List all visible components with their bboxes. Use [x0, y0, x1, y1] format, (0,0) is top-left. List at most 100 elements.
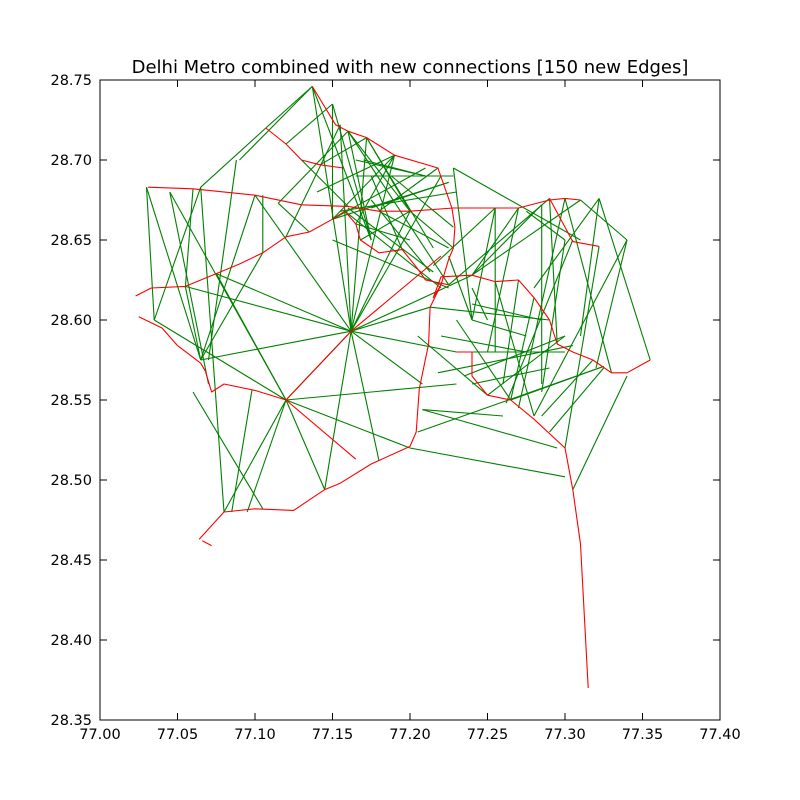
- new-edge-5: [200, 187, 225, 513]
- new-edge-61: [347, 130, 450, 286]
- new-edge-12: [200, 127, 267, 188]
- new-edge-123: [417, 335, 488, 396]
- new-edge-76: [453, 167, 581, 241]
- new-edge-48: [301, 159, 349, 207]
- new-edge-107: [456, 319, 512, 401]
- y-tick-label: 28.65: [50, 233, 92, 249]
- new-edge-71: [366, 137, 411, 212]
- new-edge-109: [471, 367, 550, 385]
- new-edge-110: [463, 335, 566, 377]
- new-edge-8: [184, 286, 202, 361]
- new-edge-42: [350, 306, 431, 332]
- new-edge-90: [548, 198, 558, 345]
- new-edge-68: [391, 175, 454, 228]
- y-tick-label: 28.75: [50, 73, 92, 89]
- new-edge-0: [145, 187, 155, 321]
- new-edge-56: [347, 207, 434, 273]
- chart-title: Delhi Metro combined with new connection…: [132, 57, 689, 78]
- metro-line-3: [148, 186, 581, 212]
- new-edge-57: [355, 223, 411, 241]
- metro-line-0: [202, 540, 212, 547]
- new-edge-4: [184, 188, 194, 289]
- y-tick-label: 28.45: [50, 553, 92, 569]
- new-edge-69: [355, 154, 395, 225]
- new-edge-35: [350, 331, 380, 461]
- new-edge-11: [254, 194, 352, 332]
- new-edge-73: [371, 181, 449, 209]
- new-edge-79: [432, 207, 496, 267]
- new-edge-37: [350, 330, 457, 353]
- new-edge-24: [200, 330, 352, 361]
- new-edge-49: [319, 137, 367, 166]
- new-edge-14: [239, 86, 313, 161]
- y-tick-label: 28.70: [50, 153, 92, 169]
- x-tick-label: 77.05: [157, 727, 199, 743]
- new-edge-118: [487, 335, 566, 396]
- new-edge-40: [350, 155, 396, 332]
- new-edge-60: [347, 130, 411, 212]
- new-edge-111: [471, 287, 488, 321]
- new-edge-101: [541, 239, 566, 393]
- y-tick-label: 28.40: [50, 633, 92, 649]
- x-tick-label: 77.35: [622, 727, 664, 743]
- new-edge-33: [231, 390, 253, 513]
- y-tick-label: 28.55: [50, 393, 92, 409]
- new-edge-72: [355, 159, 426, 177]
- x-axis: 77.00 77.05 77.10 77.15 77.20 77.25 77.30 77.35…: [79, 80, 741, 743]
- new-edge-28: [285, 399, 411, 449]
- new-edge-106: [471, 319, 527, 337]
- new-edge-55: [344, 210, 442, 289]
- metro-line-9: [549, 198, 600, 247]
- new-edge-23: [215, 273, 287, 401]
- new-edge-10: [200, 195, 256, 361]
- metro-line-6: [285, 399, 357, 460]
- new-edge-95: [598, 198, 651, 361]
- new-edge-120: [541, 359, 594, 417]
- new-edge-13: [265, 85, 313, 129]
- new-edge-99: [572, 375, 628, 490]
- new-edge-1: [145, 187, 202, 361]
- x-tick-label: 77.20: [389, 727, 431, 743]
- new-edge-6: [153, 187, 202, 321]
- new-edge-86: [486, 207, 520, 353]
- x-tick-label: 77.30: [544, 727, 586, 743]
- metro-line-1: [198, 86, 456, 540]
- new-edge-46: [277, 130, 349, 204]
- new-edge-78: [448, 255, 473, 321]
- new-edge-70: [409, 210, 454, 249]
- new-edge-31: [153, 319, 287, 401]
- x-tick-label: 77.15: [312, 727, 354, 743]
- new-edge-102: [510, 297, 535, 401]
- new-edge-74: [370, 199, 431, 273]
- new-edge-112: [440, 335, 527, 353]
- plot-marks: [135, 85, 651, 689]
- new-edge-103: [502, 279, 520, 385]
- new-edge-97: [595, 239, 628, 369]
- new-edge-105: [471, 303, 542, 321]
- metro-line-4: [135, 210, 449, 297]
- new-edge-43: [350, 274, 473, 332]
- new-edge-67: [378, 210, 449, 249]
- new-edge-58: [360, 210, 411, 241]
- metro-line-2: [265, 127, 344, 169]
- new-edge-34: [324, 331, 352, 490]
- new-edge-116: [409, 447, 566, 478]
- new-edge-119: [510, 365, 604, 401]
- new-edge-59: [347, 131, 372, 241]
- new-edge-87: [525, 210, 566, 241]
- new-edge-15: [311, 86, 352, 332]
- new-edge-94: [579, 198, 600, 337]
- new-edge-21: [200, 252, 264, 361]
- metro-line-7: [432, 274, 651, 374]
- x-tick-label: 77.00: [79, 727, 121, 743]
- new-edge-45: [277, 202, 310, 233]
- new-edge-27: [285, 399, 326, 490]
- new-edge-85: [471, 207, 496, 321]
- new-edge-38: [350, 175, 442, 332]
- x-tick-label: 77.25: [467, 727, 509, 743]
- x-tick-label: 77.40: [699, 727, 741, 743]
- x-tick-label: 77.10: [234, 727, 276, 743]
- new-edge-121: [549, 367, 605, 433]
